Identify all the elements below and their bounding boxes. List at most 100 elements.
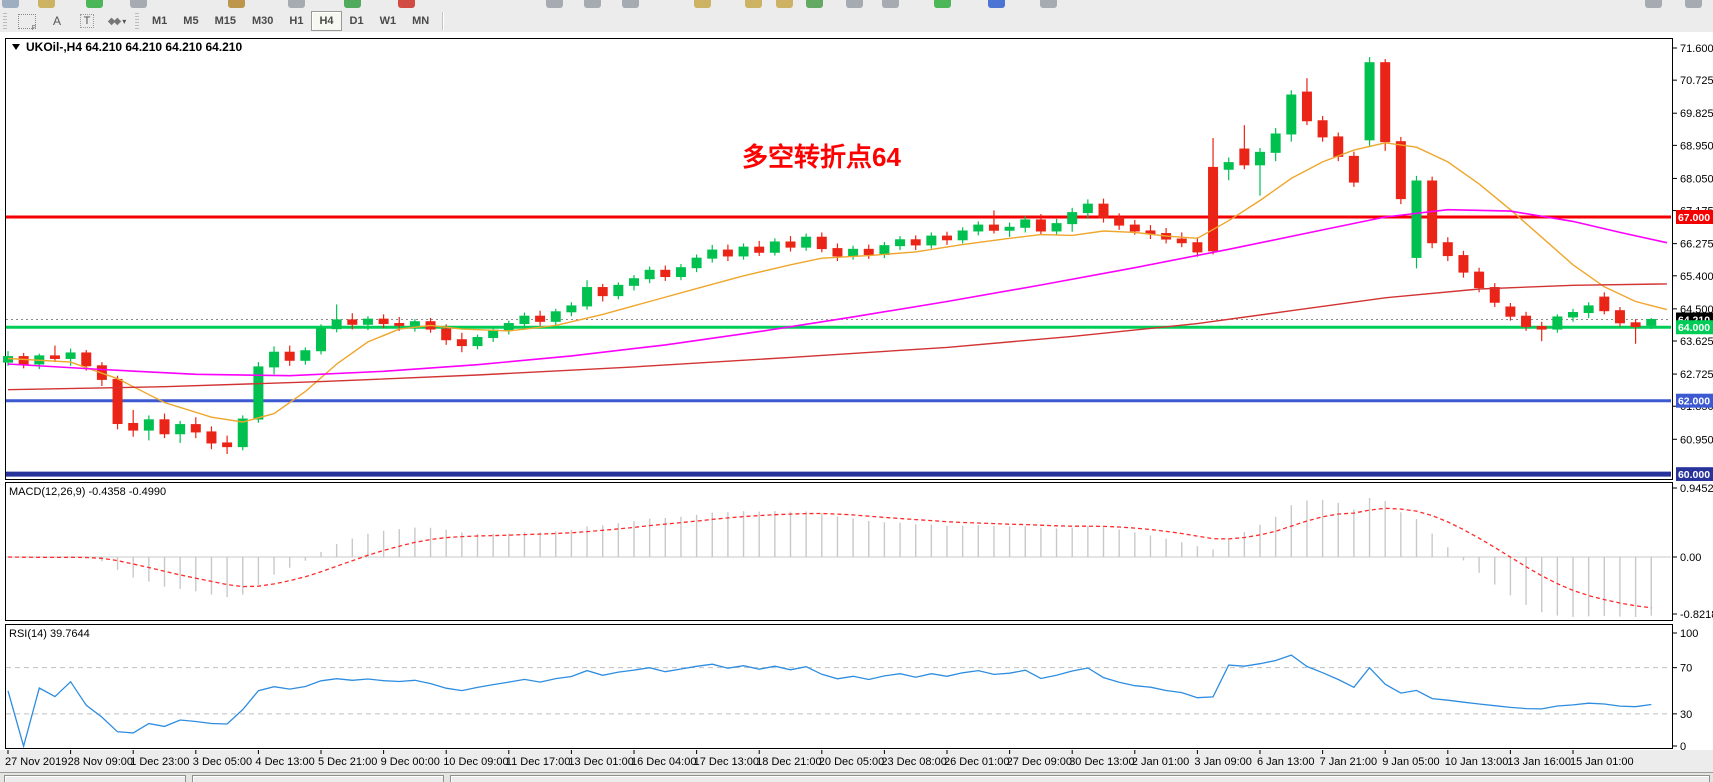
macd-panel[interactable]: MACD(12,26,9) -0.4358 -0.4990 0.9452 0.00 -… (0, 481, 1713, 622)
timeframe-button-d1[interactable]: D1 (349, 15, 364, 27)
grid-icon: F (18, 13, 36, 32)
candle (1599, 296, 1610, 312)
stop-icon[interactable] (398, 0, 415, 8)
time-axis-label: 9 Jan 05:00 (1382, 756, 1440, 768)
candle (143, 419, 154, 431)
time-axis-label: 2 Jan 01:00 (1132, 756, 1190, 768)
candle (879, 245, 890, 255)
shapes-tool[interactable]: ◆◆ ▾ (105, 11, 129, 31)
timeframe-button-m1[interactable]: M1 (152, 15, 168, 27)
time-axis-label: 30 Dec 13:00 (1069, 756, 1134, 768)
zoom-icon[interactable] (38, 0, 55, 8)
main-price-chart[interactable]: 71.60070.72569.82568.95068.05067.17566.2… (0, 32, 1713, 481)
svg-text:67.000: 67.000 (1678, 212, 1710, 224)
rsi-label: RSI(14) 39.7644 (9, 628, 90, 640)
line-chart-icon[interactable] (622, 0, 639, 8)
bottom-tab-stub[interactable] (4, 775, 186, 782)
candle (754, 246, 765, 253)
time-axis-label: 20 Dec 05:00 (819, 756, 884, 768)
candle (1395, 141, 1406, 200)
zoom-in-icon[interactable] (694, 0, 711, 8)
timeframe-button-mn[interactable]: MN (412, 15, 430, 27)
candle (1614, 310, 1625, 324)
candle (738, 246, 749, 257)
window-icon[interactable] (2, 0, 19, 8)
time-axis-label: 23 Dec 08:00 (881, 756, 946, 768)
candle (1176, 238, 1187, 244)
window-max-icon[interactable] (1685, 0, 1702, 8)
indicators-icon[interactable] (846, 0, 863, 8)
candle (331, 319, 342, 330)
price-axis-label: 63.625 (1680, 336, 1713, 348)
candle (362, 318, 373, 325)
candle (1270, 133, 1281, 153)
candle (1020, 219, 1031, 228)
candle (237, 418, 248, 448)
text-label-tool[interactable]: A (45, 11, 69, 31)
candle (1583, 305, 1594, 314)
candle (848, 248, 859, 257)
candle (1223, 162, 1234, 170)
candles-icon[interactable] (584, 0, 601, 8)
timeframe-button-m5[interactable]: M5 (183, 15, 199, 27)
bars-icon[interactable] (546, 0, 563, 8)
candle (816, 236, 827, 250)
expert-icon[interactable] (988, 0, 1005, 8)
candle (629, 278, 639, 286)
time-axis-label: 26 Dec 01:00 (944, 756, 1009, 768)
candle (1411, 180, 1422, 258)
candle (269, 351, 280, 368)
toolbar-drag-handle-2[interactable] (135, 13, 140, 29)
bottom-tab-stub[interactable] (192, 775, 444, 782)
candle (378, 318, 389, 325)
price-axis-label: 66.275 (1680, 239, 1713, 251)
toolbar-drag-handle[interactable] (3, 13, 8, 29)
shift-chart-icon[interactable] (806, 0, 823, 8)
timeframe-button-w1[interactable]: W1 (379, 15, 397, 27)
candle (691, 257, 702, 269)
text-box-tool[interactable]: T (75, 11, 99, 31)
bottom-tab-stub[interactable] (450, 775, 1710, 782)
time-axis[interactable]: 27 Nov 2019 28 Nov 09:001 Dec 23:00 3 Dec … (0, 750, 1713, 772)
zoom-out-icon[interactable] (745, 0, 762, 8)
candle (190, 424, 201, 433)
order-icon[interactable] (1040, 0, 1057, 8)
candle (1630, 322, 1641, 327)
ma-slow (7, 283, 1667, 391)
window-min-icon[interactable] (1645, 0, 1662, 8)
crosshair-icon[interactable] (288, 0, 305, 8)
macd-axis-label: -0.8218 (1680, 609, 1713, 621)
candle (1255, 151, 1265, 166)
rsi-panel[interactable]: RSI(14) 39.7644 100 70 30 0 (0, 622, 1713, 750)
bottom-strip (0, 772, 1713, 782)
templates-icon[interactable] (934, 0, 951, 8)
new-chart-icon[interactable] (86, 0, 103, 8)
candle (1051, 223, 1062, 232)
candle (472, 337, 483, 347)
autoscroll-icon[interactable] (776, 0, 793, 8)
candle (1286, 94, 1297, 135)
time-axis-label: 5 Dec 21:00 (318, 756, 377, 768)
candle (112, 378, 123, 424)
time-axis-label: 17 Dec 13:00 (694, 756, 759, 768)
symbol-dropdown-icon[interactable] (12, 44, 20, 50)
timeframe-button-h4[interactable]: H4 (311, 11, 342, 31)
snap-grid-tool[interactable]: F (15, 11, 39, 32)
cursor-icon[interactable] (228, 0, 245, 8)
timeframe-button-m30[interactable]: M30 (251, 15, 274, 27)
price-box-64000 (1676, 320, 1713, 335)
profile-icon[interactable] (130, 0, 147, 8)
play-icon[interactable] (344, 0, 361, 8)
candle (660, 269, 671, 278)
toolbar-separator (442, 12, 445, 30)
candle (316, 328, 326, 352)
chart-annotation[interactable]: 多空转折点64 (742, 142, 901, 172)
candle (550, 311, 561, 322)
timeframe-button-h1[interactable]: H1 (289, 15, 304, 27)
timeframe-button-m15[interactable]: M15 (214, 15, 236, 27)
rsi-axis-label: 30 (1680, 709, 1692, 721)
timeframes-icon[interactable] (882, 0, 899, 8)
candle (973, 224, 984, 232)
candle (707, 249, 718, 259)
